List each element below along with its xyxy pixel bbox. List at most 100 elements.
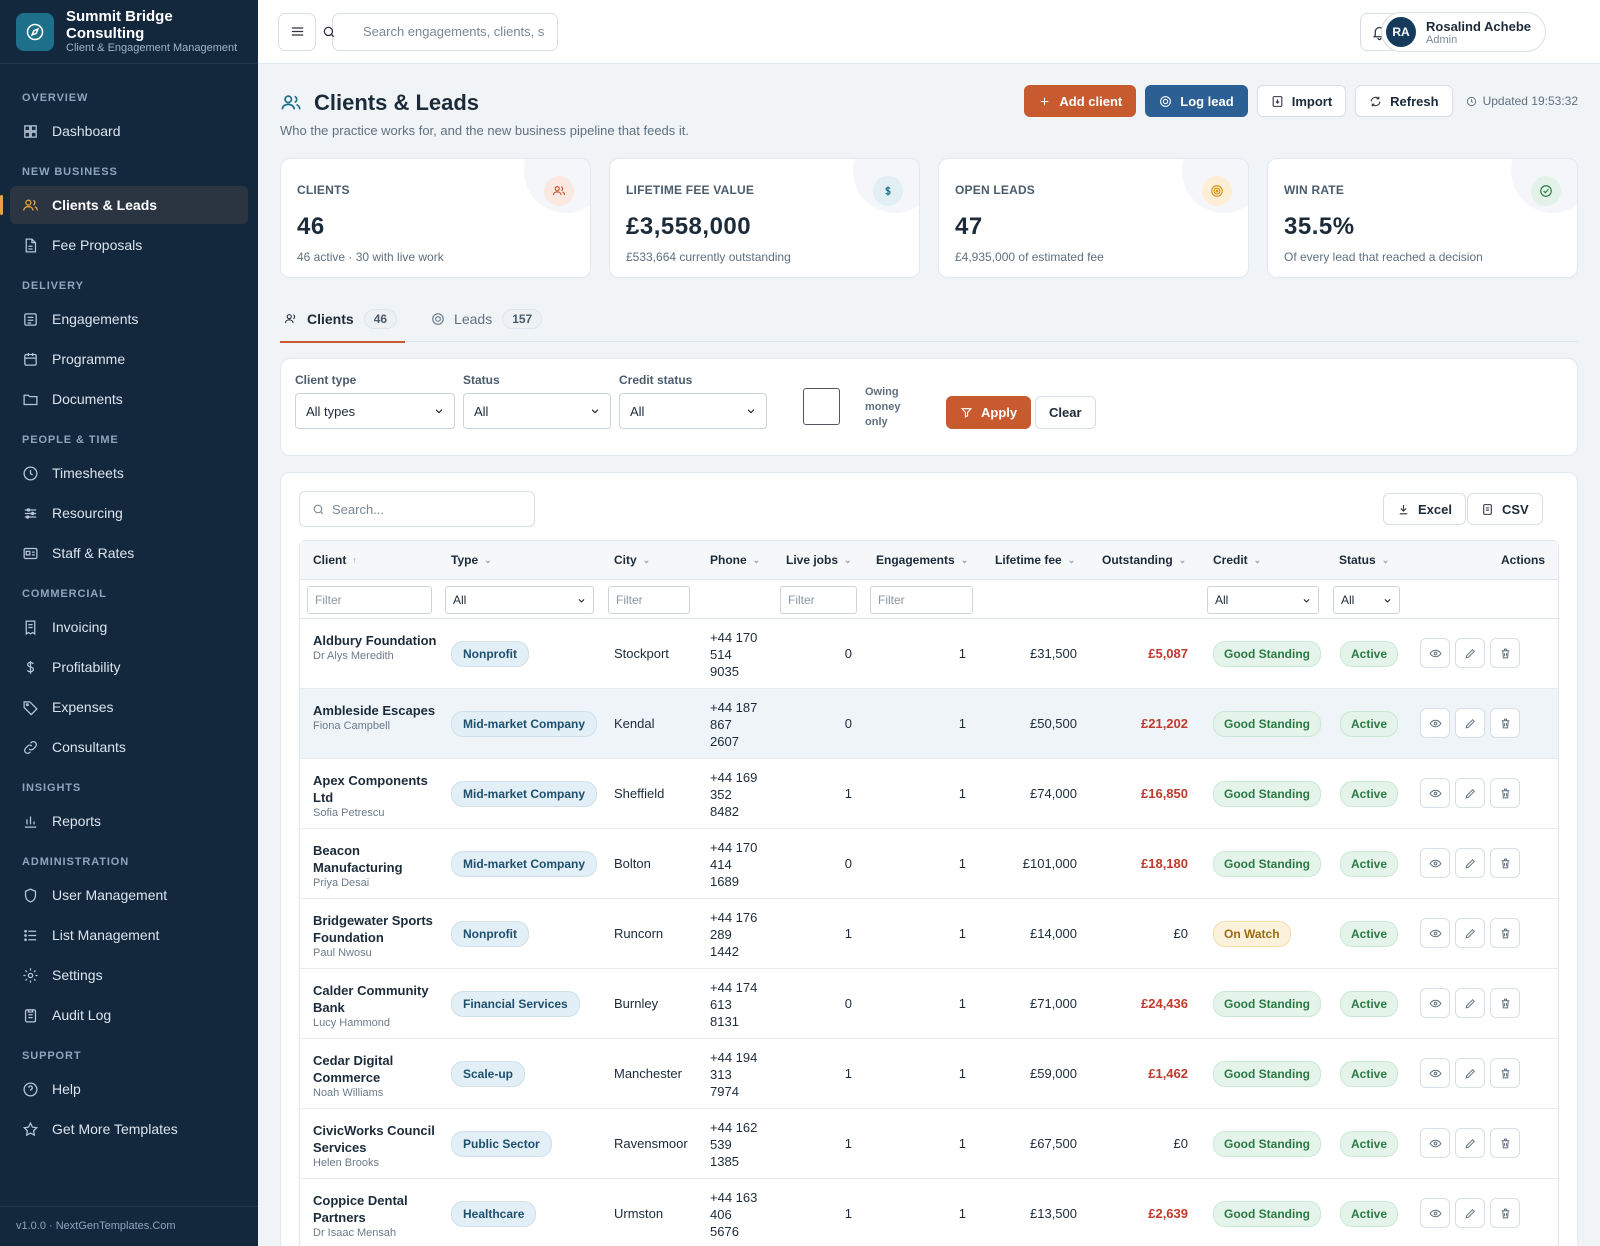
sidebar-item-consultants[interactable]: Consultants (10, 728, 248, 766)
column-header-engagements[interactable]: Engagements ⌄ (876, 553, 968, 567)
delete-button[interactable] (1490, 1198, 1520, 1228)
view-button[interactable] (1420, 848, 1450, 878)
sidebar-item-user-management[interactable]: User Management (10, 876, 248, 914)
sidebar-item-staff-rates[interactable]: Staff & Rates (10, 534, 248, 572)
client-name[interactable]: Calder Community Bank (313, 983, 429, 1015)
type-filter-select[interactable]: All (445, 586, 594, 614)
export-excel-button[interactable]: Excel (1383, 493, 1466, 525)
client-name[interactable]: Apex Components Ltd (313, 773, 428, 805)
view-button[interactable] (1420, 988, 1450, 1018)
client-type-select[interactable]: All types (295, 393, 455, 429)
client-filter-input[interactable]: Filter (307, 586, 432, 614)
column-header-live-jobs[interactable]: Live jobs ⌄ (786, 553, 852, 567)
user-menu[interactable]: RA Rosalind Achebe Admin (1381, 12, 1546, 52)
delete-button[interactable] (1490, 988, 1520, 1018)
sidebar-item-fee-proposals[interactable]: Fee Proposals (10, 226, 248, 264)
view-button[interactable] (1420, 638, 1450, 668)
client-name[interactable]: Cedar Digital Commerce (313, 1053, 394, 1085)
log-lead-button[interactable]: Log lead (1145, 85, 1248, 117)
delete-button[interactable] (1490, 918, 1520, 948)
global-search-input[interactable]: Search engagements, clients, s (332, 12, 558, 51)
table-row[interactable]: Ambleside Escapes Fiona Campbell Mid-mar… (300, 689, 1558, 759)
edit-button[interactable] (1455, 708, 1485, 738)
delete-button[interactable] (1490, 848, 1520, 878)
edit-button[interactable] (1455, 1128, 1485, 1158)
table-row[interactable]: Aldbury Foundation Dr Alys Meredith Nonp… (300, 619, 1558, 689)
delete-button[interactable] (1490, 638, 1520, 668)
sidebar-item-reports[interactable]: Reports (10, 802, 248, 840)
sidebar-item-expenses[interactable]: Expenses (10, 688, 248, 726)
column-header-lifetime-fee[interactable]: Lifetime fee ⌄ (995, 553, 1075, 567)
view-button[interactable] (1420, 1128, 1450, 1158)
delete-button[interactable] (1490, 708, 1520, 738)
menu-toggle-button[interactable] (278, 12, 316, 51)
sidebar-item-get-more-templates[interactable]: Get More Templates (10, 1110, 248, 1148)
sidebar-item-help[interactable]: Help (10, 1070, 248, 1108)
table-row[interactable]: Bridgewater Sports Foundation Paul Nwosu… (300, 899, 1558, 969)
sidebar-item-timesheets[interactable]: Timesheets (10, 454, 248, 492)
clear-filters-button[interactable]: Clear (1035, 396, 1096, 429)
table-row[interactable]: Beacon Manufacturing Priya Desai Mid-mar… (300, 829, 1558, 899)
status-select[interactable]: All (463, 393, 611, 429)
engagements-filter-input[interactable]: Filter (870, 586, 973, 614)
column-header-phone[interactable]: Phone ⌄ (710, 553, 760, 567)
sidebar-item-settings[interactable]: Settings (10, 956, 248, 994)
owing-money-checkbox[interactable] (803, 388, 840, 425)
sidebar-item-clients-leads[interactable]: Clients & Leads (0, 186, 248, 224)
sidebar-item-resourcing[interactable]: Resourcing (10, 494, 248, 532)
table-row[interactable]: CivicWorks Council Services Helen Brooks… (300, 1109, 1558, 1179)
column-header-client[interactable]: Client ↑ (313, 553, 357, 567)
refresh-button[interactable]: Refresh (1355, 85, 1453, 117)
edit-button[interactable] (1455, 848, 1485, 878)
status-filter-select[interactable]: All (1333, 586, 1400, 614)
column-header-city[interactable]: City ⌄ (614, 553, 650, 567)
sidebar-item-dashboard[interactable]: Dashboard (10, 112, 248, 150)
view-button[interactable] (1420, 1198, 1450, 1228)
column-header-credit[interactable]: Credit ⌄ (1213, 553, 1261, 567)
credit-status-select[interactable]: All (619, 393, 767, 429)
edit-button[interactable] (1455, 638, 1485, 668)
table-row[interactable]: Apex Components Ltd Sofia Petrescu Mid-m… (300, 759, 1558, 829)
live-jobs-filter-input[interactable]: Filter (780, 586, 857, 614)
delete-button[interactable] (1490, 778, 1520, 808)
edit-button[interactable] (1455, 918, 1485, 948)
tab-clients[interactable]: Clients 46 (280, 296, 406, 343)
view-button[interactable] (1420, 778, 1450, 808)
edit-button[interactable] (1455, 778, 1485, 808)
edit-button[interactable] (1455, 988, 1485, 1018)
sidebar-item-programme[interactable]: Programme (10, 340, 248, 378)
apply-filters-button[interactable]: Apply (946, 396, 1032, 429)
table-row[interactable]: Cedar Digital Commerce Noah Williams Sca… (300, 1039, 1558, 1109)
table-row[interactable]: Calder Community Bank Lucy Hammond Finan… (300, 969, 1558, 1039)
add-client-button[interactable]: Add client (1024, 85, 1137, 117)
sidebar-item-profitability[interactable]: Profitability (10, 648, 248, 686)
client-name[interactable]: CivicWorks Council Services (313, 1123, 435, 1155)
column-header-status[interactable]: Status ⌄ (1339, 553, 1389, 567)
delete-button[interactable] (1490, 1128, 1520, 1158)
client-name[interactable]: Beacon Manufacturing (313, 843, 403, 875)
client-name[interactable]: Coppice Dental Partners (313, 1193, 408, 1225)
edit-button[interactable] (1455, 1198, 1485, 1228)
view-button[interactable] (1420, 918, 1450, 948)
sidebar-item-documents[interactable]: Documents (10, 380, 248, 418)
client-name[interactable]: Aldbury Foundation (313, 633, 437, 648)
tab-leads[interactable]: Leads 157 (427, 296, 546, 342)
edit-button[interactable] (1455, 1058, 1485, 1088)
city-filter-input[interactable]: Filter (608, 586, 690, 614)
client-name[interactable]: Bridgewater Sports Foundation (313, 913, 433, 945)
table-search-input[interactable]: Search... (299, 491, 535, 527)
import-button[interactable]: Import (1256, 85, 1347, 117)
sidebar-item-audit-log[interactable]: Audit Log (10, 996, 248, 1034)
view-button[interactable] (1420, 1058, 1450, 1088)
client-name[interactable]: Ambleside Escapes (313, 703, 436, 718)
export-csv-button[interactable]: CSV (1467, 493, 1543, 525)
credit-filter-select[interactable]: All (1207, 586, 1319, 614)
delete-button[interactable] (1490, 1058, 1520, 1088)
column-header-outstanding[interactable]: Outstanding ⌄ (1102, 553, 1186, 567)
column-header-type[interactable]: Type ⌄ (451, 553, 492, 567)
sidebar-item-list-management[interactable]: List Management (10, 916, 248, 954)
sidebar-item-invoicing[interactable]: Invoicing (10, 608, 248, 646)
table-row[interactable]: Coppice Dental Partners Dr Isaac Mensah … (300, 1179, 1558, 1246)
view-button[interactable] (1420, 708, 1450, 738)
sidebar-item-engagements[interactable]: Engagements (10, 300, 248, 338)
